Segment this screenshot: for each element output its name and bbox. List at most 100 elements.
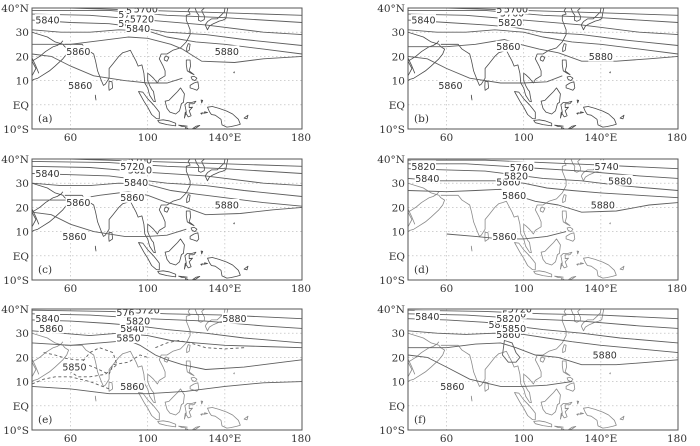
island-outline	[567, 426, 577, 430]
coastline	[580, 309, 605, 332]
island-outline	[191, 426, 201, 430]
island-outline	[200, 112, 204, 115]
island-outline	[576, 250, 580, 255]
island-outline	[539, 206, 546, 213]
contour-label: 5840	[411, 16, 435, 27]
height-contour	[408, 318, 678, 344]
contour-label-bg	[129, 12, 155, 24]
island-outline	[565, 81, 576, 91]
height-contour	[408, 177, 678, 199]
y-tick-label: 10	[16, 76, 29, 88]
contour-label-bg	[503, 8, 529, 14]
contour-label: 5880	[608, 176, 632, 187]
contour-label-bg	[495, 175, 521, 187]
island-outline	[190, 226, 198, 232]
y-tick-label: 10°S	[379, 425, 405, 437]
height-contour	[32, 182, 302, 207]
island-outline	[94, 94, 97, 101]
x-tick-label: 100	[138, 132, 158, 144]
y-tick-label: 40°N	[377, 3, 405, 15]
contour-label-bg	[125, 315, 151, 327]
island-outline	[470, 94, 473, 101]
height-contour	[408, 342, 559, 358]
x-tick-label: 140°E	[584, 433, 617, 445]
y-tick-label: 10°S	[379, 124, 405, 136]
y-tick-label: 20	[392, 352, 405, 364]
height-contour	[558, 52, 678, 62]
contour-label: 5760	[510, 163, 534, 174]
height-contour	[408, 330, 678, 354]
island-outline	[200, 413, 204, 416]
island-outline	[186, 344, 191, 353]
island-outline	[583, 106, 617, 128]
height-contour	[408, 354, 572, 387]
island-outline	[183, 401, 197, 420]
contour-label: 5760	[116, 308, 140, 319]
contour-label-bg	[414, 310, 440, 322]
contour-label: 5860	[496, 177, 520, 188]
contour-label: 5720	[136, 306, 160, 317]
y-tick-label: 10	[392, 227, 405, 239]
island-outline	[190, 376, 198, 382]
map-panel-d: 5820 574058405860588058805860586058205760…	[377, 154, 687, 295]
coastline	[32, 40, 64, 62]
panel-frame	[407, 308, 679, 431]
panel-label: (a)	[38, 113, 52, 125]
island-outline	[138, 392, 160, 421]
y-tick-label: EQ	[389, 100, 406, 112]
island-outline	[190, 75, 198, 81]
island-outline	[609, 372, 611, 375]
height-contour	[32, 173, 302, 197]
dashed-contour	[43, 352, 86, 361]
island-outline	[609, 222, 611, 225]
coastline	[32, 182, 69, 232]
contour-label: 5860	[120, 382, 144, 393]
island-outline	[178, 275, 188, 278]
island-outline	[554, 275, 564, 278]
contour-label: 5840	[415, 312, 439, 323]
contour-label-bg	[38, 322, 64, 334]
coastline	[570, 8, 582, 22]
island-outline	[189, 81, 200, 91]
island-outline	[183, 100, 197, 119]
x-tick-label: 60	[64, 132, 77, 144]
island-outline	[164, 238, 185, 266]
height-contour	[70, 8, 302, 16]
contour-label-bg	[414, 172, 440, 184]
x-tick-label: 100	[514, 283, 534, 295]
height-contour	[182, 48, 302, 63]
island-outline	[233, 372, 235, 375]
coastline	[570, 159, 582, 173]
contour-label-bg	[495, 312, 521, 324]
coastline	[32, 208, 40, 225]
contour-label: 5720	[130, 14, 154, 25]
contour-label-bg	[119, 322, 145, 334]
island-outline	[186, 194, 191, 203]
contour-label: 5840	[120, 324, 144, 335]
contour-label-bg	[590, 198, 616, 210]
island-outline	[163, 206, 170, 213]
contour-label: 5880	[591, 200, 615, 211]
height-contour	[32, 381, 302, 395]
island-outline	[243, 265, 249, 271]
y-tick-label: 10	[392, 377, 405, 389]
contour-label: 5860	[66, 47, 90, 58]
island-outline	[157, 420, 177, 428]
y-tick-label: 30	[16, 328, 29, 340]
contour-label: 5860	[440, 382, 464, 393]
island-outline	[566, 376, 574, 382]
contour-label: 5880	[215, 47, 239, 58]
island-outline	[619, 415, 625, 421]
y-tick-label: 30	[392, 328, 405, 340]
x-tick-label: 140°E	[208, 132, 241, 144]
contour-label: 5720	[508, 305, 532, 316]
island-outline	[567, 276, 577, 280]
contour-label-bg	[214, 198, 240, 210]
x-tick-label: 60	[440, 433, 453, 445]
height-contour	[446, 8, 678, 16]
height-contour	[182, 205, 302, 216]
island-outline	[562, 344, 567, 353]
coastline	[194, 8, 206, 22]
height-contour	[408, 19, 678, 46]
y-tick-label: 30	[392, 27, 405, 39]
